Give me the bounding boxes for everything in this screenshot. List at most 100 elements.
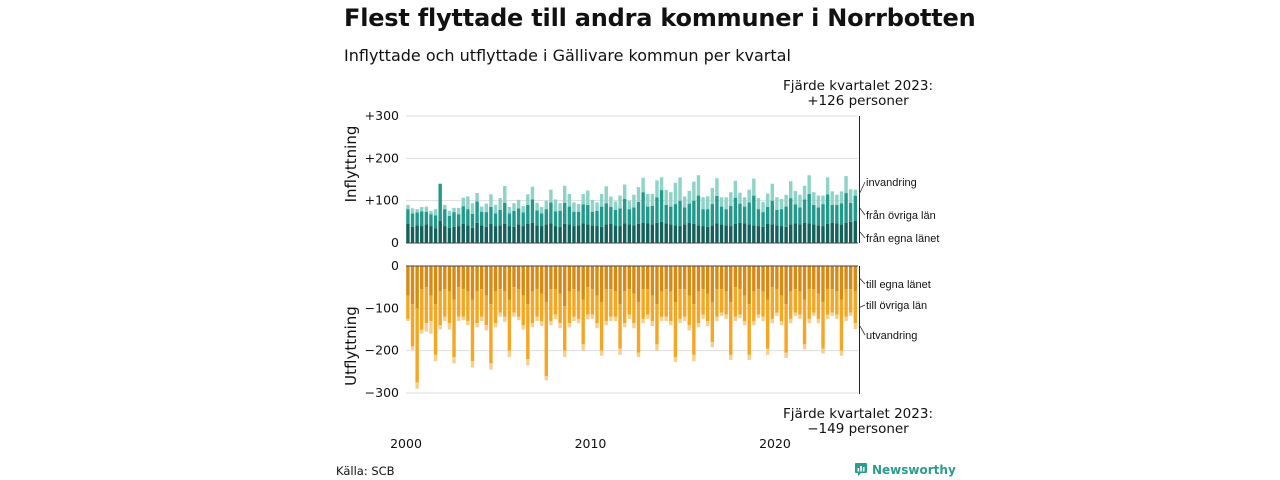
bar-in-0 [646,223,650,243]
bar-in-0 [475,222,479,243]
bar-out-0 [775,266,779,290]
bar-out-2 [765,348,770,355]
bar-in-2 [466,196,470,210]
bar-out-0 [646,266,650,290]
bar-out-1 [816,293,821,319]
bar-in-1 [498,209,502,226]
bar-out-0 [673,266,678,302]
bar-out-0 [715,266,719,290]
bar-in-1 [604,203,608,225]
bar-in-1 [636,201,641,224]
bar-out-2 [659,316,664,322]
bar-in-0 [539,226,544,243]
bar-in-0 [705,226,710,243]
bar-in-2 [678,177,682,201]
bar-in-2 [484,203,489,213]
bar-in-2 [779,198,784,210]
bar-out-0 [765,266,770,300]
bar-out-0 [493,266,498,292]
bar-out-1 [646,289,650,315]
bar-in-1 [613,209,618,226]
bar-in-1 [682,207,687,225]
bar-in-2 [627,200,631,210]
bar-in-0 [839,224,844,243]
bar-out-0 [770,266,774,288]
bar-in-2 [553,199,558,212]
bar-in-2 [742,197,747,207]
bar-out-2 [475,323,479,328]
bar-out-0 [516,266,521,290]
bar-out-2 [742,321,747,326]
bar-in-1 [415,212,419,226]
bar-in-1 [470,213,475,228]
bar-out-1 [484,295,489,326]
bar-in-2 [539,207,544,214]
top-annotation-line2: +126 personer [807,93,909,109]
bar-out-1 [475,291,479,324]
bar-out-2 [673,357,678,363]
bar-out-1 [599,301,604,351]
bar-out-1 [839,299,844,351]
bar-out-2 [622,323,627,328]
bar-in-1 [535,210,539,226]
bar-out-0 [705,266,710,294]
bar-in-1 [798,207,802,225]
bar-in-0 [558,226,562,243]
bar-out-1 [793,289,798,313]
bar-in-2 [406,204,410,210]
bar-in-1 [516,208,521,225]
bar-out-2 [761,316,765,322]
bar-out-1 [553,289,558,315]
bar-out-2 [784,352,788,358]
bar-in-2 [848,189,853,203]
bar-out-2 [715,316,719,322]
bar-out-2 [512,312,516,317]
bar-in-0 [738,222,742,243]
legend-leader [859,208,866,216]
bar-in-1 [669,206,673,225]
bar-out-0 [659,266,664,292]
bar-out-0 [655,266,659,305]
legend-leader [859,231,866,239]
bottom-annotation-line2: −149 personer [807,421,909,437]
bar-in-1 [641,192,645,223]
bottom-annotation-line1: Fjärde kvartalet 2023: [783,406,933,422]
bar-out-2 [516,316,521,321]
bar-out-1 [687,295,691,326]
bar-out-2 [641,318,645,324]
bar-in-1 [715,196,719,224]
bar-out-2 [526,359,530,366]
bar-out-0 [830,266,834,290]
bar-out-0 [447,266,452,292]
bar-in-1 [622,198,627,224]
bar-out-1 [512,287,516,313]
bar-in-1 [765,207,770,224]
bar-in-0 [853,220,857,243]
brand-logo[interactable]: Newsworthy [854,462,956,477]
bar-out-2 [521,325,525,330]
bar-out-1 [715,289,719,317]
bar-out-1 [724,291,728,315]
bar-out-0 [466,266,470,292]
bar-out-2 [687,325,691,331]
bar-in-0 [821,226,825,243]
bar-in-2 [530,186,535,200]
bar-out-2 [627,314,631,319]
bar-out-0 [558,266,562,294]
y-tick-label: 0 [391,235,399,250]
legend-leader [859,304,866,308]
bar-in-0 [636,223,641,243]
bar-out-1 [812,289,816,313]
bar-in-0 [461,223,465,243]
bar-out-2 [586,314,590,319]
bar-out-1 [539,293,544,322]
bar-in-0 [673,225,678,243]
bar-in-2 [429,210,433,215]
bar-out-1 [507,299,512,351]
bar-in-2 [415,209,419,213]
bar-out-1 [747,304,751,355]
bar-in-1 [853,195,857,221]
bar-out-0 [581,266,585,300]
bar-in-2 [816,195,821,208]
